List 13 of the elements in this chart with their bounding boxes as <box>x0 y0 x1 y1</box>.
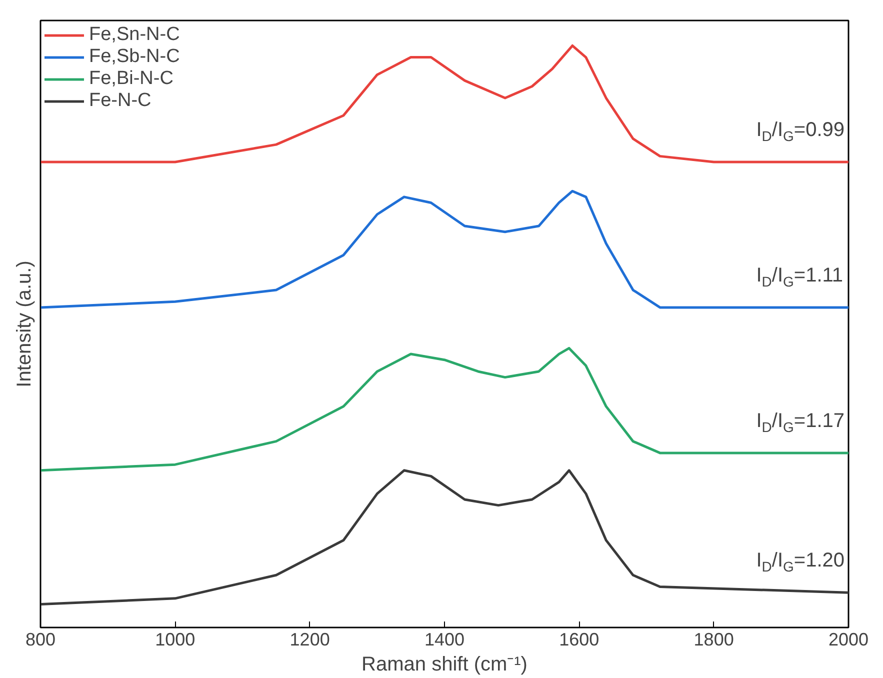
legend-label: Fe,Bi-N-C <box>89 68 174 90</box>
x-tick-label: 1800 <box>694 630 734 650</box>
x-tick-label: 1600 <box>559 630 600 650</box>
y-axis-title: Intensity (a.u.) <box>14 260 36 388</box>
x-axis-title: Raman shift (cm⁻¹) <box>362 654 528 676</box>
x-tick-label: 1400 <box>424 630 465 650</box>
legend-label: Fe,Sn-N-C <box>89 24 180 46</box>
x-tick-label: 1000 <box>155 630 196 650</box>
x-tick-label: 800 <box>25 630 56 650</box>
x-tick-label: 1200 <box>290 630 330 650</box>
legend-label: Fe,Sb-N-C <box>89 46 180 68</box>
x-tick-label: 2000 <box>828 630 869 650</box>
legend-label: Fe-N-C <box>89 90 152 112</box>
